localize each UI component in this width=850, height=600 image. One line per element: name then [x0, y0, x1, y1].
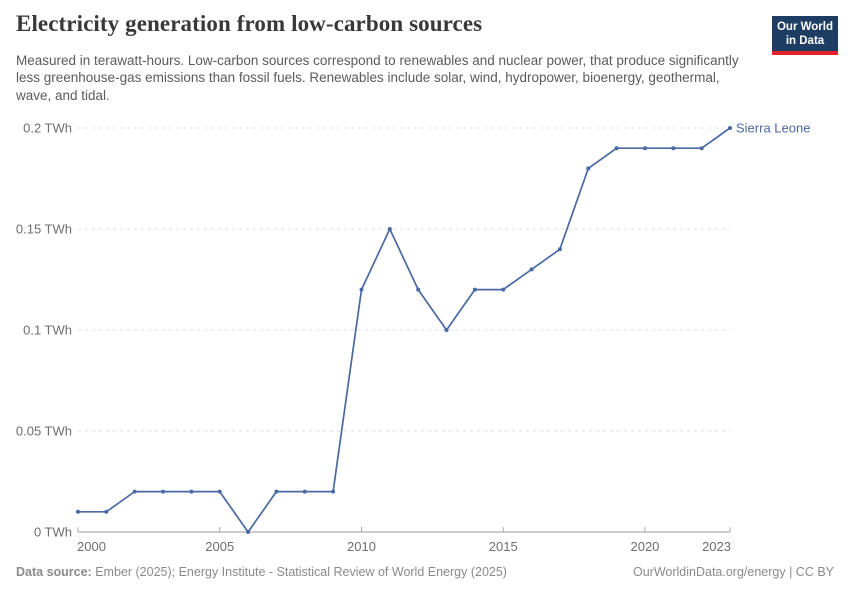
data-point	[728, 126, 732, 130]
data-point	[274, 489, 279, 494]
owid-logo: Our World in Data	[772, 16, 838, 56]
data-point	[387, 227, 392, 231]
data-point	[444, 328, 449, 332]
data-point	[643, 146, 647, 151]
data-point	[529, 267, 534, 272]
x-tick-label: 2010	[347, 539, 376, 554]
data-point	[104, 509, 109, 514]
data-point	[501, 287, 506, 292]
data-point	[217, 489, 222, 494]
y-tick-label: 0 TWh	[34, 525, 72, 540]
y-tick-label: 0.1 TWh	[23, 323, 72, 338]
data-point	[472, 287, 477, 292]
x-tick-label: 2015	[489, 539, 518, 554]
y-tick-label: 0.15 TWh	[16, 222, 72, 237]
page-title: Electricity generation from low-carbon s…	[16, 11, 483, 36]
data-point	[189, 489, 194, 494]
data-point	[699, 146, 704, 151]
data-point	[302, 489, 307, 494]
data-point	[161, 489, 165, 494]
data-point	[416, 287, 421, 292]
data-source-label: Data source:	[16, 565, 92, 579]
chart-subtitle: Measured in terawatt-hours. Low-carbon s…	[16, 53, 739, 103]
footer-attribution: OurWorldinData.org/energy | CC BY	[632, 565, 834, 579]
x-tick-label: 2023	[702, 539, 731, 554]
chart-footer: Data source: Ember (2025); Energy Instit…	[16, 565, 834, 579]
logo-line-1: Our World	[776, 21, 833, 33]
data-point	[586, 166, 591, 171]
data-point	[614, 146, 619, 151]
data-point	[671, 146, 676, 151]
x-tick-label: 2020	[630, 539, 659, 554]
x-tick-label: 2000	[77, 539, 106, 554]
data-source: Data source: Ember (2025); Energy Instit…	[16, 565, 507, 579]
data-point	[359, 287, 364, 292]
data-line	[77, 127, 731, 533]
x-tick-label: 2005	[205, 539, 234, 554]
data-point	[132, 489, 137, 494]
data-point	[246, 530, 251, 534]
y-tick-label: 0.05 TWh	[16, 424, 72, 439]
data-point	[557, 247, 562, 252]
data-point	[76, 509, 80, 514]
logo-line-2: in Data	[785, 35, 825, 48]
data-point	[331, 489, 336, 494]
data-source-text: Ember (2025); Energy Institute - Statist…	[95, 565, 507, 579]
series-label: Sierra Leone	[736, 121, 810, 136]
y-tick-label: 0.2 TWh	[23, 121, 72, 136]
